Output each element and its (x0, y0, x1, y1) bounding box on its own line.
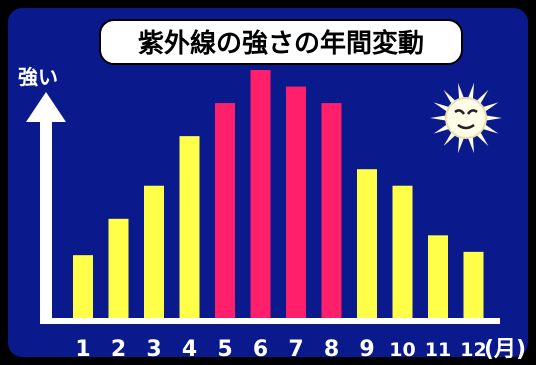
x-tick-label: 11 (425, 339, 451, 361)
sun-ray (481, 102, 499, 113)
bar-month-7 (286, 86, 306, 319)
bars-group (73, 70, 484, 319)
sun-icon (430, 82, 502, 154)
sun-ray (467, 135, 474, 154)
x-tick-label: 9 (359, 337, 374, 362)
sun-ray (430, 115, 448, 121)
sun-ray (433, 123, 451, 134)
sun-right-eye (466, 109, 478, 115)
sun-ray (481, 123, 499, 134)
x-tick-label: 3 (146, 337, 161, 362)
sun-ray (443, 131, 457, 147)
x-tick-label: 2 (111, 337, 126, 362)
axes (26, 92, 500, 324)
sun-ray (443, 89, 457, 105)
sun-ray (475, 89, 489, 105)
x-tick-labels: 1 2 3 4 5 6 7 8 9 10 11 12 (75, 337, 486, 362)
sun-ray (467, 82, 474, 101)
bar-month-3 (144, 185, 164, 318)
sun-left-eye (454, 109, 466, 115)
bar-month-5 (215, 103, 235, 318)
sun-mouth (457, 123, 475, 130)
sun-face (445, 97, 487, 139)
bar-month-1 (73, 255, 93, 318)
sun-ray (475, 131, 489, 147)
x-axis-unit: (月) (484, 337, 526, 362)
x-tick-label: 4 (182, 337, 197, 362)
x-tick-label: 8 (324, 337, 339, 362)
y-axis-label: 強い (18, 65, 58, 89)
bar-month-11 (428, 235, 448, 318)
x-tick-label: 10 (389, 339, 415, 361)
title-box: 紫外線の強さの年間変動 (99, 19, 463, 65)
sun-ray (458, 135, 465, 154)
x-tick-label: 7 (288, 337, 303, 362)
x-tick-label: 12 (460, 339, 486, 361)
bar-month-2 (108, 218, 129, 318)
x-tick-label: 1 (75, 337, 90, 362)
y-axis-arrow (26, 92, 66, 122)
x-tick-label: 5 (217, 337, 232, 362)
x-tick-label: 6 (253, 337, 268, 362)
bar-month-10 (392, 185, 413, 318)
sun-ray (458, 82, 465, 101)
sun-ray (433, 102, 451, 113)
sun-rays (430, 82, 502, 154)
bar-month-4 (179, 136, 200, 318)
sun-ray (484, 115, 502, 121)
bar-month-6 (250, 70, 271, 318)
bar-month-8 (321, 103, 342, 318)
chart-title: 紫外線の強さの年間変動 (138, 28, 424, 59)
bar-month-12 (463, 251, 484, 318)
bar-month-9 (357, 169, 377, 318)
title-box-bg (99, 19, 463, 65)
